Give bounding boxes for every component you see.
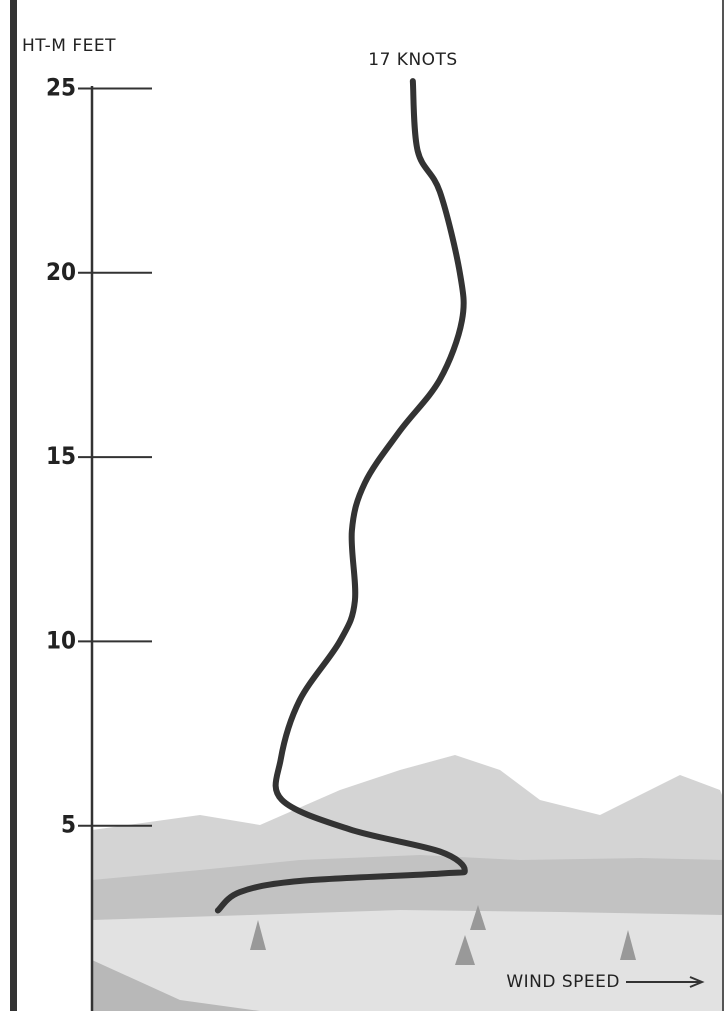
left-border <box>10 0 17 1011</box>
landscape <box>92 755 724 1011</box>
y-tick-label: 15 <box>46 442 76 470</box>
x-axis-label: WIND SPEED <box>506 972 620 992</box>
wind-profile <box>214 78 468 914</box>
y-tick-label: 5 <box>61 811 76 839</box>
y-axis-label: HT-M FEET <box>22 36 116 56</box>
y-tick-label: 10 <box>46 626 76 654</box>
y-tick-label: 25 <box>46 73 76 101</box>
x-axis-arrow <box>626 976 705 988</box>
y-tick-label: 20 <box>46 258 76 286</box>
annotation: 17 KNOTS <box>368 50 457 70</box>
